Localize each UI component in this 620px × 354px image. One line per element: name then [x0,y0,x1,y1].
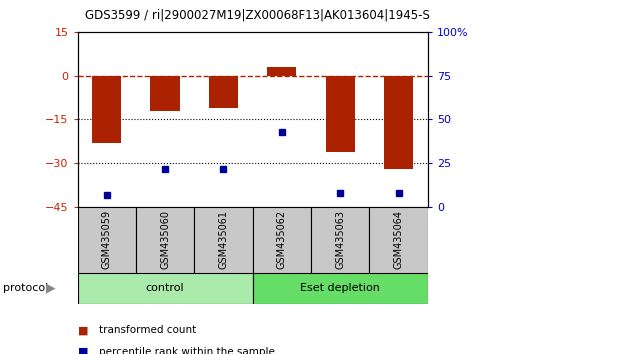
Bar [209,76,238,108]
Bar [92,76,122,143]
Text: ■: ■ [78,347,88,354]
Bar [78,273,253,304]
Bar [136,207,194,273]
Bar [151,76,180,111]
Bar [253,207,311,273]
Bar [384,76,413,169]
Text: Eset depletion: Eset depletion [300,283,380,293]
Text: GSM435061: GSM435061 [218,210,228,269]
Text: GSM435060: GSM435060 [160,210,170,269]
Text: control: control [146,283,184,293]
Bar [326,76,355,152]
Bar [78,207,136,273]
Text: protocol: protocol [3,283,48,293]
Text: GSM435064: GSM435064 [394,210,404,269]
Bar [194,207,253,273]
Text: GSM435059: GSM435059 [102,210,112,269]
Bar [253,273,428,304]
Text: GSM435063: GSM435063 [335,210,345,269]
Text: GDS3599 / ri|2900027M19|ZX00068F13|AK013604|1945-S: GDS3599 / ri|2900027M19|ZX00068F13|AK013… [85,9,430,22]
Text: ▶: ▶ [46,282,56,295]
Text: ■: ■ [78,325,88,335]
Bar [311,207,370,273]
Bar [267,67,296,76]
Text: transformed count: transformed count [99,325,197,335]
Bar [370,207,428,273]
Text: GSM435062: GSM435062 [277,210,287,269]
Text: percentile rank within the sample: percentile rank within the sample [99,347,275,354]
